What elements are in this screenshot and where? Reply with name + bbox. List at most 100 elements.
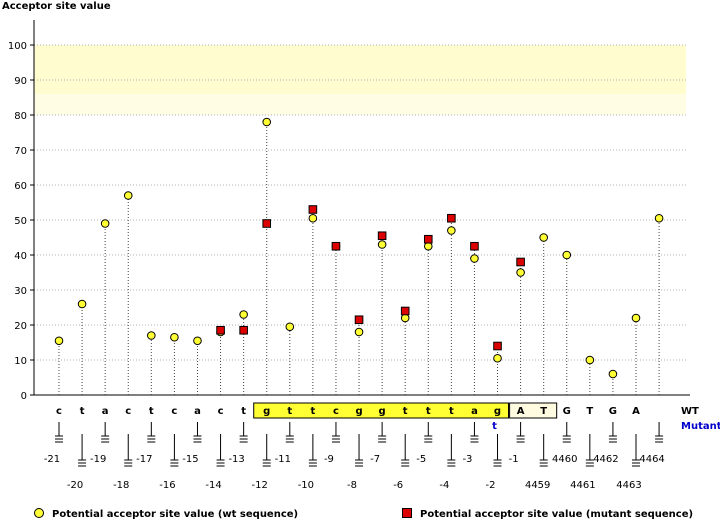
wt-marker bbox=[170, 332, 179, 342]
base-label: a bbox=[102, 406, 109, 417]
wt-marker bbox=[493, 353, 502, 363]
wt-marker bbox=[631, 313, 641, 323]
position-label: -4 bbox=[439, 480, 449, 491]
wt-marker bbox=[147, 331, 156, 340]
wt-marker bbox=[400, 313, 410, 323]
position-label: 4461 bbox=[570, 480, 595, 491]
y-tick-label: 70 bbox=[14, 146, 27, 157]
position-label: -5 bbox=[416, 454, 426, 465]
exon-box bbox=[253, 402, 510, 419]
mutant-marker bbox=[331, 241, 341, 251]
base-label: t bbox=[80, 406, 85, 417]
y-tick-label: 50 bbox=[14, 216, 27, 227]
y-tick-label: 40 bbox=[14, 251, 27, 262]
base-label: g bbox=[263, 406, 270, 417]
base-label: c bbox=[218, 406, 224, 417]
wt-marker bbox=[585, 355, 595, 365]
mutant-marker bbox=[400, 306, 410, 316]
mutant-marker bbox=[216, 325, 225, 335]
base-label: c bbox=[333, 406, 339, 417]
legend-wt-marker bbox=[34, 508, 44, 518]
position-label: 4462 bbox=[593, 454, 618, 465]
wt-marker bbox=[308, 213, 318, 223]
base-label: a bbox=[471, 406, 478, 417]
position-label: -2 bbox=[486, 480, 496, 491]
base-label: A bbox=[632, 406, 640, 417]
position-label: -15 bbox=[182, 454, 198, 465]
wt-marker bbox=[285, 322, 295, 332]
mutant-base-label: t bbox=[492, 421, 497, 432]
y-tick-label: 10 bbox=[14, 356, 27, 367]
position-label: -7 bbox=[370, 454, 380, 465]
boundary-box bbox=[509, 402, 558, 419]
wt-marker bbox=[239, 310, 248, 319]
mutant-marker bbox=[262, 219, 272, 228]
position-label: -9 bbox=[324, 454, 334, 465]
wt-marker bbox=[608, 369, 618, 379]
base-label: a bbox=[194, 406, 201, 417]
mutant-marker bbox=[493, 341, 502, 351]
base-label: T bbox=[586, 406, 593, 417]
mutant-marker bbox=[354, 315, 364, 325]
wt-marker bbox=[77, 299, 87, 309]
position-label: -11 bbox=[275, 454, 291, 465]
legend-wt: Potential acceptor site value (wt sequen… bbox=[34, 508, 298, 520]
base-label: t bbox=[241, 406, 246, 417]
wt-marker bbox=[123, 191, 133, 200]
mutant-marker bbox=[516, 257, 525, 267]
position-label: -17 bbox=[136, 454, 152, 465]
position-label: 4459 bbox=[525, 480, 550, 491]
position-label: -21 bbox=[44, 454, 60, 465]
wt-marker bbox=[100, 219, 110, 228]
position-label: -14 bbox=[205, 480, 221, 491]
highlight-band bbox=[34, 45, 686, 94]
position-label: -10 bbox=[298, 480, 314, 491]
base-label: c bbox=[56, 406, 62, 417]
base-label: g bbox=[494, 406, 501, 417]
wt-marker bbox=[193, 336, 202, 346]
y-tick-label: 100 bbox=[8, 41, 27, 52]
base-label: G bbox=[563, 406, 571, 417]
mutant-marker bbox=[308, 205, 318, 214]
position-label: 4464 bbox=[639, 454, 664, 465]
position-label: -13 bbox=[228, 454, 244, 465]
y-tick-label: 60 bbox=[14, 181, 27, 192]
wt-marker bbox=[377, 240, 387, 249]
legend-mutant: Potential acceptor site value (mutant se… bbox=[402, 508, 693, 520]
y-tick-label: 80 bbox=[14, 111, 27, 122]
row-label-mutant: Mutant bbox=[681, 421, 720, 432]
wt-marker bbox=[562, 250, 572, 260]
y-tick-label: 0 bbox=[21, 391, 27, 402]
wt-marker bbox=[654, 213, 664, 223]
wt-marker bbox=[54, 336, 64, 346]
position-label: -6 bbox=[393, 480, 403, 491]
position-label: -18 bbox=[113, 480, 129, 491]
legend-mutant-marker bbox=[402, 508, 412, 518]
mutant-marker bbox=[447, 213, 456, 223]
position-label: 4460 bbox=[552, 454, 577, 465]
highlight-band-fade bbox=[34, 94, 686, 115]
wt-marker bbox=[539, 233, 548, 242]
wt-marker bbox=[447, 226, 456, 235]
base-label: t bbox=[310, 406, 315, 417]
mutant-marker bbox=[423, 234, 433, 244]
y-tick-label: 30 bbox=[14, 286, 27, 297]
position-label: -3 bbox=[462, 454, 472, 465]
y-tick-label: 20 bbox=[14, 321, 27, 332]
legend-mutant-label: Potential acceptor site value (mutant se… bbox=[420, 509, 694, 520]
mutant-marker bbox=[239, 325, 248, 335]
base-label: t bbox=[149, 406, 154, 417]
position-label: -20 bbox=[67, 480, 83, 491]
position-label: 4463 bbox=[616, 480, 641, 491]
position-label: -16 bbox=[159, 480, 175, 491]
wt-marker bbox=[262, 117, 272, 127]
wt-marker bbox=[470, 254, 479, 263]
position-label: -19 bbox=[90, 454, 106, 465]
base-label: g bbox=[355, 406, 362, 417]
legend-wt-label: Potential acceptor site value (wt sequen… bbox=[52, 509, 299, 520]
y-tick-label: 90 bbox=[14, 76, 27, 87]
base-label: t bbox=[426, 406, 431, 417]
wt-marker bbox=[423, 241, 433, 251]
base-label: t bbox=[403, 406, 408, 417]
